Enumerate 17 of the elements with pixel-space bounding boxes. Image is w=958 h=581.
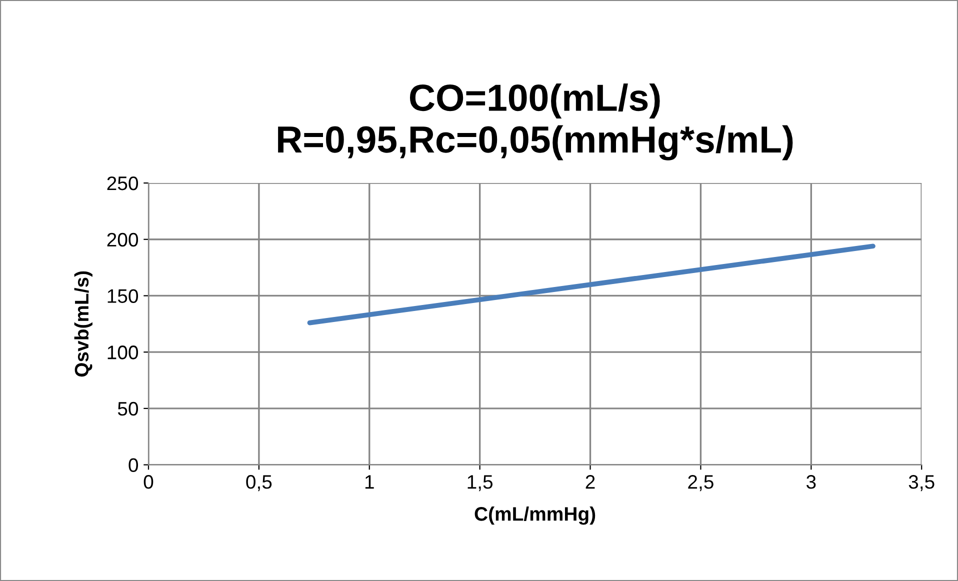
y-tick-label: 200 — [107, 232, 138, 247]
y-axis-title: Qsvb(mL/s) — [74, 271, 92, 377]
x-tick-label: 0,5 — [246, 475, 272, 492]
x-tick-label: 1,5 — [468, 475, 493, 492]
chart-title: CO=100(mL/s) R=0,95,Rc=0,05(mmHg*s/mL) — [278, 84, 793, 160]
y-tick-label: 0 — [128, 458, 138, 472]
y-tick-label: 150 — [108, 289, 138, 303]
x-tick-label: 2 — [586, 475, 595, 489]
y-tick-label: 100 — [108, 346, 138, 360]
x-axis-title: C(mL/mmHg) — [474, 506, 596, 525]
y-tick-label: 50 — [118, 402, 138, 416]
x-tick-label: 0 — [144, 475, 154, 489]
x-tick-label: 3 — [806, 475, 816, 489]
x-tick-label: 1 — [365, 475, 374, 489]
y-tick-label: 250 — [107, 176, 138, 190]
x-tick-label: 3,5 — [908, 475, 934, 492]
x-tick-label: 2,5 — [688, 475, 714, 492]
